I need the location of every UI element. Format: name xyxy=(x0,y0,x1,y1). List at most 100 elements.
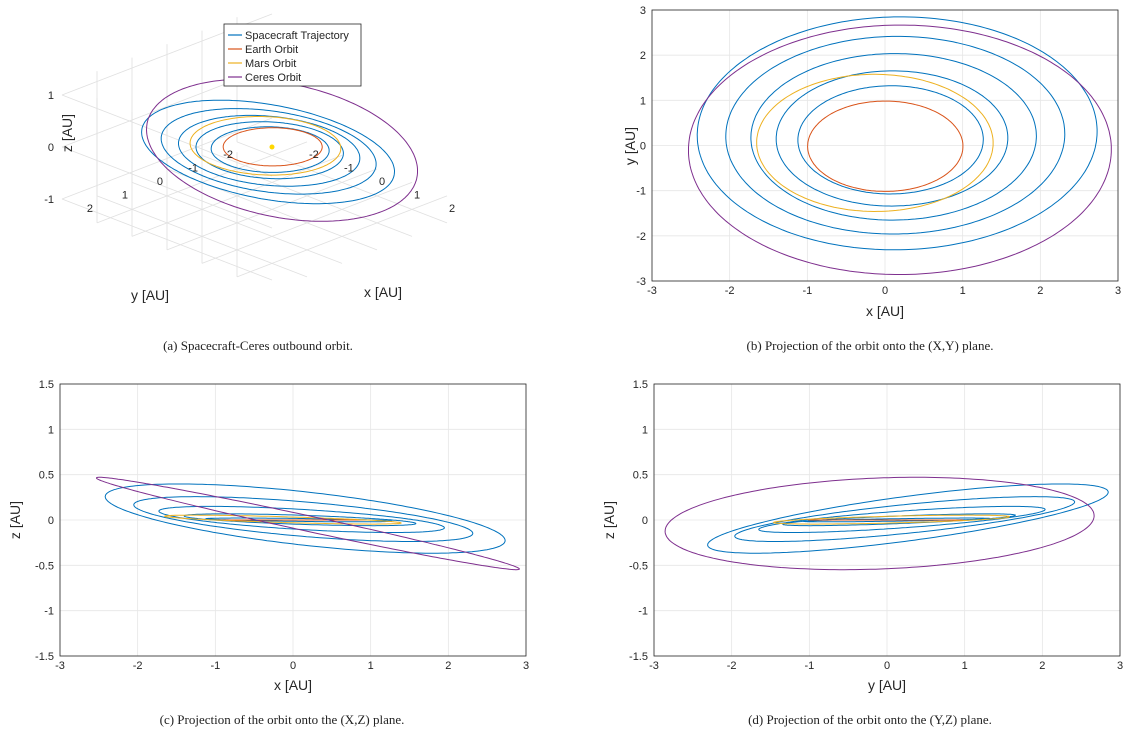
y-tick-label: 0.5 xyxy=(633,470,648,482)
x-tick-label: 0 xyxy=(290,660,296,672)
ceres-orbit xyxy=(664,476,1095,571)
panel-d-yz-projection: -3 -2 -1 0 1 2 3 -1.5 -1 -0.5 0 0.5 1 1.5 y [AU] z [A… xyxy=(601,379,1123,727)
x-tick-label: 0 xyxy=(882,285,888,297)
x-tick-label: 2 xyxy=(1037,285,1043,297)
x-tick-label: 3 xyxy=(523,660,529,672)
x-tick-label: -3 xyxy=(647,285,657,297)
z-tick-label: 1 xyxy=(48,90,54,102)
spacecraft-loop-4 xyxy=(133,496,474,542)
y-tick-label: 1 xyxy=(642,424,648,436)
x-tick-label: 2 xyxy=(445,660,451,672)
y-tick-label: 1.5 xyxy=(39,379,54,391)
y-tick-label: -2 xyxy=(636,231,646,243)
spacecraft-loop-5 xyxy=(141,99,395,205)
spacecraft-loop-5 xyxy=(104,483,506,554)
y-tick-label: -1 xyxy=(188,162,198,174)
legend-box xyxy=(223,23,362,87)
y-tick-label: -3 xyxy=(636,276,646,288)
panel-b-xlabel: x [AU] xyxy=(866,303,904,319)
panel-a-zlabel: z [AU] xyxy=(59,114,75,152)
panel-c-orbits xyxy=(96,476,520,571)
y-tick-label: 1.5 xyxy=(633,379,648,391)
x-tick-label: 1 xyxy=(414,189,420,201)
x-tick-label: 2 xyxy=(449,203,455,215)
z-tick-label: -1 xyxy=(44,194,54,206)
x-tick-label: 1 xyxy=(368,660,374,672)
x-tick-label: -2 xyxy=(309,149,319,161)
x-tick-label: -3 xyxy=(649,660,659,672)
spacecraft-loop-3 xyxy=(758,505,1046,533)
earth-orbit xyxy=(222,127,323,167)
spacecraft-loop-2 xyxy=(183,513,417,527)
panel-c-ticks: -3 -2 -1 0 1 2 3 -1.5 -1 -0.5 0 0.5 1 1.5 xyxy=(35,379,529,672)
panel-d-ticks: -3 -2 -1 0 1 2 3 -1.5 -1 -0.5 0 0.5 1 1.5 xyxy=(629,379,1123,672)
y-tick-label: 1 xyxy=(122,189,128,201)
x-tick-label: 3 xyxy=(1117,660,1123,672)
ceres-orbit xyxy=(96,476,520,571)
y-tick-label: -1.5 xyxy=(629,651,648,663)
legend-label-ceres: Ceres Orbit xyxy=(245,72,301,84)
ceres-orbit xyxy=(688,24,1112,275)
y-tick-label: 2 xyxy=(87,203,93,215)
mars-orbit xyxy=(756,73,994,213)
x-tick-label: -1 xyxy=(804,660,814,672)
y-tick-label: 0 xyxy=(642,515,648,527)
panel-b-xy-projection: -3 -2 -1 0 1 2 3 -3 -2 -1 0 1 2 3 x [AU] y [AU] (b) P… xyxy=(622,5,1121,353)
y-tick-label: 2 xyxy=(640,50,646,62)
x-tick-label: 3 xyxy=(1115,285,1121,297)
caption-b: (b) Projection of the orbit onto the (X,… xyxy=(747,338,994,353)
panel-b-ylabel: y [AU] xyxy=(622,127,638,165)
spacecraft-loop-5 xyxy=(696,16,1098,251)
x-tick-label: -3 xyxy=(55,660,65,672)
spacecraft-loop-3 xyxy=(178,114,361,187)
panel-d-xlabel: y [AU] xyxy=(868,677,906,693)
x-tick-label: -2 xyxy=(133,660,143,672)
legend-label-mars: Mars Orbit xyxy=(245,58,296,70)
x-tick-label: -2 xyxy=(727,660,737,672)
spacecraft-loop-2 xyxy=(775,70,1009,207)
legend-label-spacecraft: Spacecraft Trajectory xyxy=(245,30,349,42)
x-tick-label: 1 xyxy=(960,285,966,297)
spacecraft-loop-5 xyxy=(707,483,1109,554)
mars-orbit xyxy=(189,116,342,176)
y-tick-label: 1 xyxy=(640,95,646,107)
spacecraft-loop-1 xyxy=(797,85,984,195)
y-tick-label: -0.5 xyxy=(629,560,648,572)
x-tick-label: -1 xyxy=(344,162,354,174)
y-tick-label: 0.5 xyxy=(39,470,54,482)
panel-c-xz-projection: -3 -2 -1 0 1 2 3 -1.5 -1 -0.5 0 0.5 1 1.5 x [AU] z [A… xyxy=(7,379,529,727)
spacecraft-loop-3 xyxy=(750,53,1037,221)
spacecraft-loop-4 xyxy=(734,496,1076,542)
mars-orbit xyxy=(164,514,402,525)
y-tick-label: 0 xyxy=(48,515,54,527)
earth-orbit xyxy=(807,100,964,192)
spacecraft-loop-1 xyxy=(210,126,330,173)
y-tick-label: -2 xyxy=(223,149,233,161)
y-tick-label: -0.5 xyxy=(35,560,54,572)
y-tick-label: -1 xyxy=(44,606,54,618)
x-tick-label: -1 xyxy=(210,660,220,672)
x-tick-label: -1 xyxy=(802,285,812,297)
caption-a: (a) Spacecraft-Ceres outbound orbit. xyxy=(163,338,353,353)
panel-d-orbits xyxy=(664,476,1109,571)
panel-b-ticks: -3 -2 -1 0 1 2 3 -3 -2 -1 0 1 2 3 xyxy=(636,5,1121,297)
y-tick-label: 3 xyxy=(640,5,646,17)
panel-d-ylabel: z [AU] xyxy=(601,501,617,539)
x-tick-label: 2 xyxy=(1039,660,1045,672)
panel-d-axes-frame xyxy=(653,383,1121,657)
y-tick-label: -1.5 xyxy=(35,651,54,663)
x-tick-label: -2 xyxy=(725,285,735,297)
sun-marker xyxy=(269,144,275,150)
y-tick-label: -1 xyxy=(636,186,646,198)
y-tick-label: 0 xyxy=(640,141,646,153)
x-tick-label: 0 xyxy=(379,176,385,188)
panel-a-legend: Spacecraft Trajectory Earth Orbit Mars O… xyxy=(223,23,362,87)
panel-b-axes-frame xyxy=(651,9,1119,282)
z-tick-label: 0 xyxy=(48,142,54,154)
panel-b-orbits xyxy=(688,16,1112,275)
caption-d: (d) Projection of the orbit onto the (Y,… xyxy=(748,712,992,727)
caption-c: (c) Projection of the orbit onto the (X,… xyxy=(160,712,405,727)
spacecraft-loop-4 xyxy=(725,35,1066,235)
